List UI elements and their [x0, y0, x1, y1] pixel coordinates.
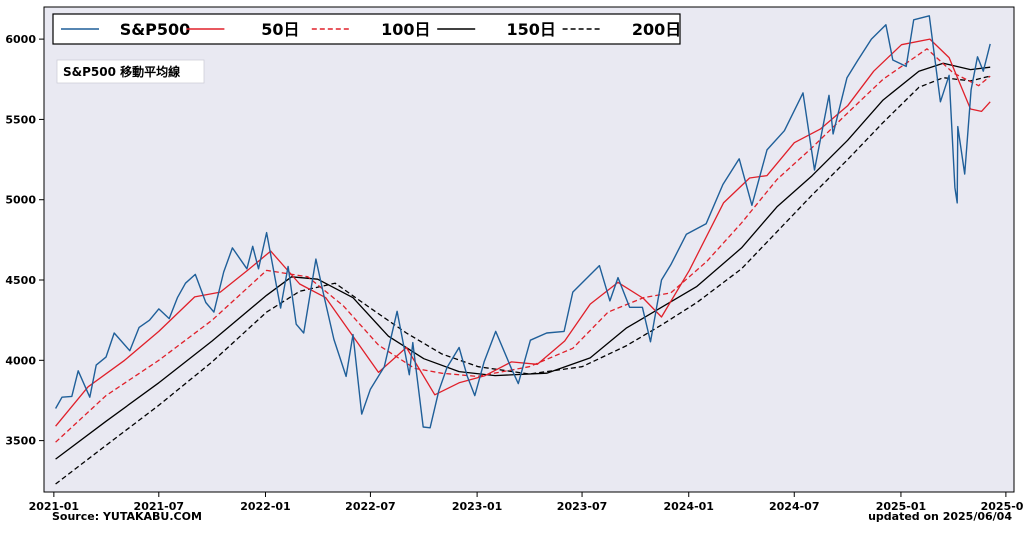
- chart-annotation-background: [56, 59, 205, 84]
- y-tick-label: 3500: [5, 435, 36, 448]
- axis-layer: 2021-01 2021-07 2022-01 2022-07 2023-01 2023-…: [5, 33, 1024, 513]
- x-tick-label: 2025-07: [981, 500, 1024, 513]
- y-tick-label: 6000: [5, 33, 36, 46]
- y-tick-label: 4500: [5, 274, 36, 287]
- series-line-0: [54, 15, 991, 429]
- plot-area: [43, 6, 1015, 493]
- y-tick-label: 4000: [5, 354, 36, 367]
- series-line-3: [55, 62, 991, 460]
- y-tick-label: 5000: [5, 194, 36, 207]
- legend: S&P500 50日 100日 150日 200日: [52, 13, 681, 45]
- updated-label: updated on 2025/06/04: [868, 510, 1012, 523]
- x-tick-label: 2022-07: [345, 500, 396, 513]
- series-line-4: [55, 75, 991, 485]
- x-tick-label: 2023-01: [452, 500, 503, 513]
- series-line-1: [55, 38, 991, 427]
- x-tick-label: 2025-01: [876, 500, 927, 513]
- legend-label: 100日: [381, 20, 430, 39]
- x-tick-label: 2024-01: [663, 500, 714, 513]
- x-tick-label: 2024-07: [769, 500, 820, 513]
- x-tick-label: 2022-01: [240, 500, 291, 513]
- legend-label: 200日: [632, 20, 681, 39]
- chart-annotation: S&P500 移動平均線: [56, 59, 205, 84]
- x-tick-label: 2023-07: [557, 500, 608, 513]
- x-tick-label: 2021-01: [29, 500, 80, 513]
- chart-annotation-text: S&P500 移動平均線: [63, 64, 180, 79]
- legend-label: 150日: [506, 20, 555, 39]
- series-line-2: [55, 48, 991, 443]
- x-tick-label: 2021-07: [134, 500, 185, 513]
- legend-label: 50日: [261, 20, 299, 39]
- legend-label: S&P500: [120, 20, 191, 39]
- series-layer: [54, 15, 991, 485]
- y-tick-label: 5500: [5, 113, 36, 126]
- source-label: Source: YUTAKABU.COM: [52, 510, 202, 523]
